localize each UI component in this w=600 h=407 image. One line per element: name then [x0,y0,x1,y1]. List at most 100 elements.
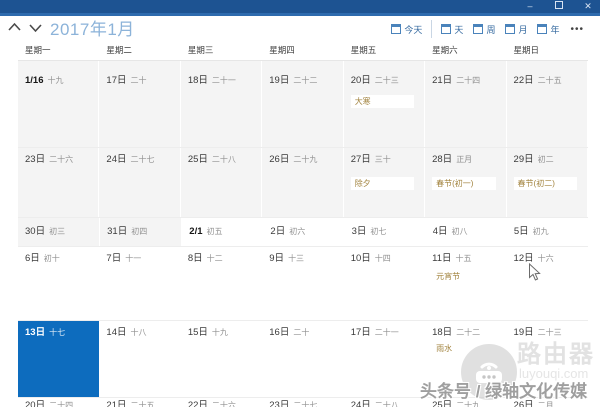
calendar-cell[interactable]: 25日 二十九 [425,398,507,407]
maximize-box-glyph [555,1,563,9]
more-options-button[interactable]: ••• [570,23,584,35]
calendar-cell[interactable]: 24日 二十八 [343,398,426,407]
close-icon[interactable]: ✕ [584,1,592,11]
calendar-cell[interactable]: 27日 三十 除夕 [343,148,426,217]
maximize-icon[interactable] [553,0,565,13]
watermark-byline-text: 头条号 / 绿轴文化传媒 [420,382,588,401]
calendar-cell[interactable]: 11日 十五 元宵节 [425,247,507,320]
calendar-cell[interactable]: 21日 二十五 [99,398,181,407]
minimize-icon[interactable]: – [527,1,533,11]
calendar-cell[interactable]: 20日 二十三 大寒 [343,61,426,147]
date-label: 23日 [269,400,290,407]
date-line: 20日 二十三 [351,75,424,87]
calendar-cell[interactable]: 9日 十三 [262,247,344,320]
today-button[interactable]: 今天 [386,21,427,38]
event-label[interactable]: 春节(初一) [432,177,496,190]
calendar-cell[interactable]: 8日 十二 [180,247,263,320]
calendar-cell[interactable]: 23日 二十七 [262,398,344,407]
calendar-cell[interactable]: 26日 二月 [506,398,588,407]
date-label: 20日 [25,400,46,407]
year-view-button[interactable]: 年 [532,21,564,38]
calendar-cell[interactable]: 22日 二十六 [180,398,263,407]
lunar-date-label: 十六 [537,254,554,263]
calendar-cell[interactable]: 6日 初十 [18,247,100,320]
calendar-cell[interactable]: 23日 二十六 [18,148,100,217]
date-label: 18日 [432,327,453,338]
calendar-cell[interactable]: 28日 正月 春节(初一) [425,148,507,217]
date-label: 6日 [25,253,40,264]
lunar-date-label: 初七 [370,227,387,236]
calendar-cell[interactable]: 10日 十四 [343,247,426,320]
date-line: 26日 二月 [514,400,588,407]
lunar-date-label: 二十五 [130,401,155,407]
lunar-date-label: 初二 [537,155,554,164]
calendar-cell[interactable]: 17日 二十一 [343,321,426,397]
lunar-date-label: 初九 [532,227,549,236]
date-label: 18日 [187,75,208,86]
calendar-cell[interactable]: 14日 十八 [99,321,181,397]
date-label: 2/1 [189,226,203,237]
calendar-cell[interactable]: 22日 二十五 [506,61,588,147]
calendar-cell[interactable]: 1/16 十九 [18,61,100,147]
lunar-date-label: 二十八 [211,155,236,164]
calendar-cell[interactable]: 26日 二十九 [262,148,344,217]
date-line: 21日 二十四 [432,75,505,87]
calendar-cell[interactable]: 4日 初八 [425,218,507,246]
date-line: 25日 二十九 [432,400,506,407]
event-label[interactable]: 春节(初二) [513,177,577,190]
date-line: 14日 十八 [106,327,180,339]
date-label: 21日 [106,400,127,407]
calendar-cell[interactable]: 13日 十七 [18,321,100,397]
date-label: 19日 [269,75,290,86]
date-label: 3日 [351,226,367,237]
calendar-cell[interactable]: 17日 二十 [99,61,181,147]
calendar-cell[interactable]: 21日 二十四 [425,61,507,147]
date-line: 18日 二十一 [188,75,261,87]
chevron-down-icon[interactable] [28,21,43,34]
calendar-cell[interactable]: 18日 二十一 [180,61,263,147]
calendar-cell[interactable]: 29日 初二春节(初二) [506,148,588,217]
calendar-cell[interactable]: 7日 十一 [99,247,181,320]
calendar-cell[interactable]: 25日 二十八 [180,148,263,217]
calendar-cell[interactable]: 20日 二十四 [18,398,100,407]
lunar-date-label: 二十四 [49,401,74,407]
date-label: 25日 [187,154,208,165]
lunar-date-label: 二十三 [537,328,562,337]
calendar-cell[interactable]: 15日 十九 [180,321,263,397]
lunar-date-label: 二十二 [456,328,481,337]
day-view-button[interactable]: 天 [436,21,468,38]
date-line: 29日 初二 [514,154,587,166]
day-of-week-header: 星期六 [432,45,458,55]
date-label: 1/16 [25,75,44,86]
date-label: 8日 [187,253,203,264]
calendar-cell[interactable]: 30日 初三 [18,218,101,246]
year-view-label: 年 [550,24,560,35]
lunar-date-label: 初十 [43,254,60,263]
calendar-cell[interactable]: 19日 二十二 [262,61,344,147]
calendar-cell[interactable]: 5日 初九 [506,218,588,246]
calendar-cell[interactable]: 16日 二十 [262,321,344,397]
event-label[interactable]: 除夕 [350,177,415,190]
lunar-date-label: 二十九 [456,401,481,407]
calendar-cell[interactable]: 31日 初四 [100,218,183,246]
window-controls: – ✕ [524,0,594,13]
calendar-cell[interactable]: 24日 二十七 [99,148,181,217]
calendar-cell[interactable]: 2/1 初五 [182,218,264,246]
event-label[interactable]: 元宵节 [432,270,497,283]
lunar-date-label: 二十一 [211,76,236,85]
event-label[interactable]: 大寒 [350,95,415,108]
date-label: 10日 [350,253,371,264]
month-view-button[interactable]: 月 [500,21,532,38]
date-line: 2日 初六 [270,226,344,238]
date-label: 7日 [106,253,122,264]
calendar-cell[interactable]: 2日 初六 [263,218,345,246]
calendar-cell[interactable]: 12日 十六 [506,247,588,320]
calendar-cell[interactable]: 19日 二十三 [506,321,588,397]
date-line: 9日 十三 [269,253,343,265]
week-view-button[interactable]: 周 [468,21,500,38]
date-line: 26日 二十九 [269,154,342,166]
lunar-date-label: 二十三 [374,76,399,85]
date-line: 13日 十七 [25,327,99,339]
chevron-up-icon[interactable] [7,21,22,34]
calendar-cell[interactable]: 3日 初七 [344,218,426,246]
